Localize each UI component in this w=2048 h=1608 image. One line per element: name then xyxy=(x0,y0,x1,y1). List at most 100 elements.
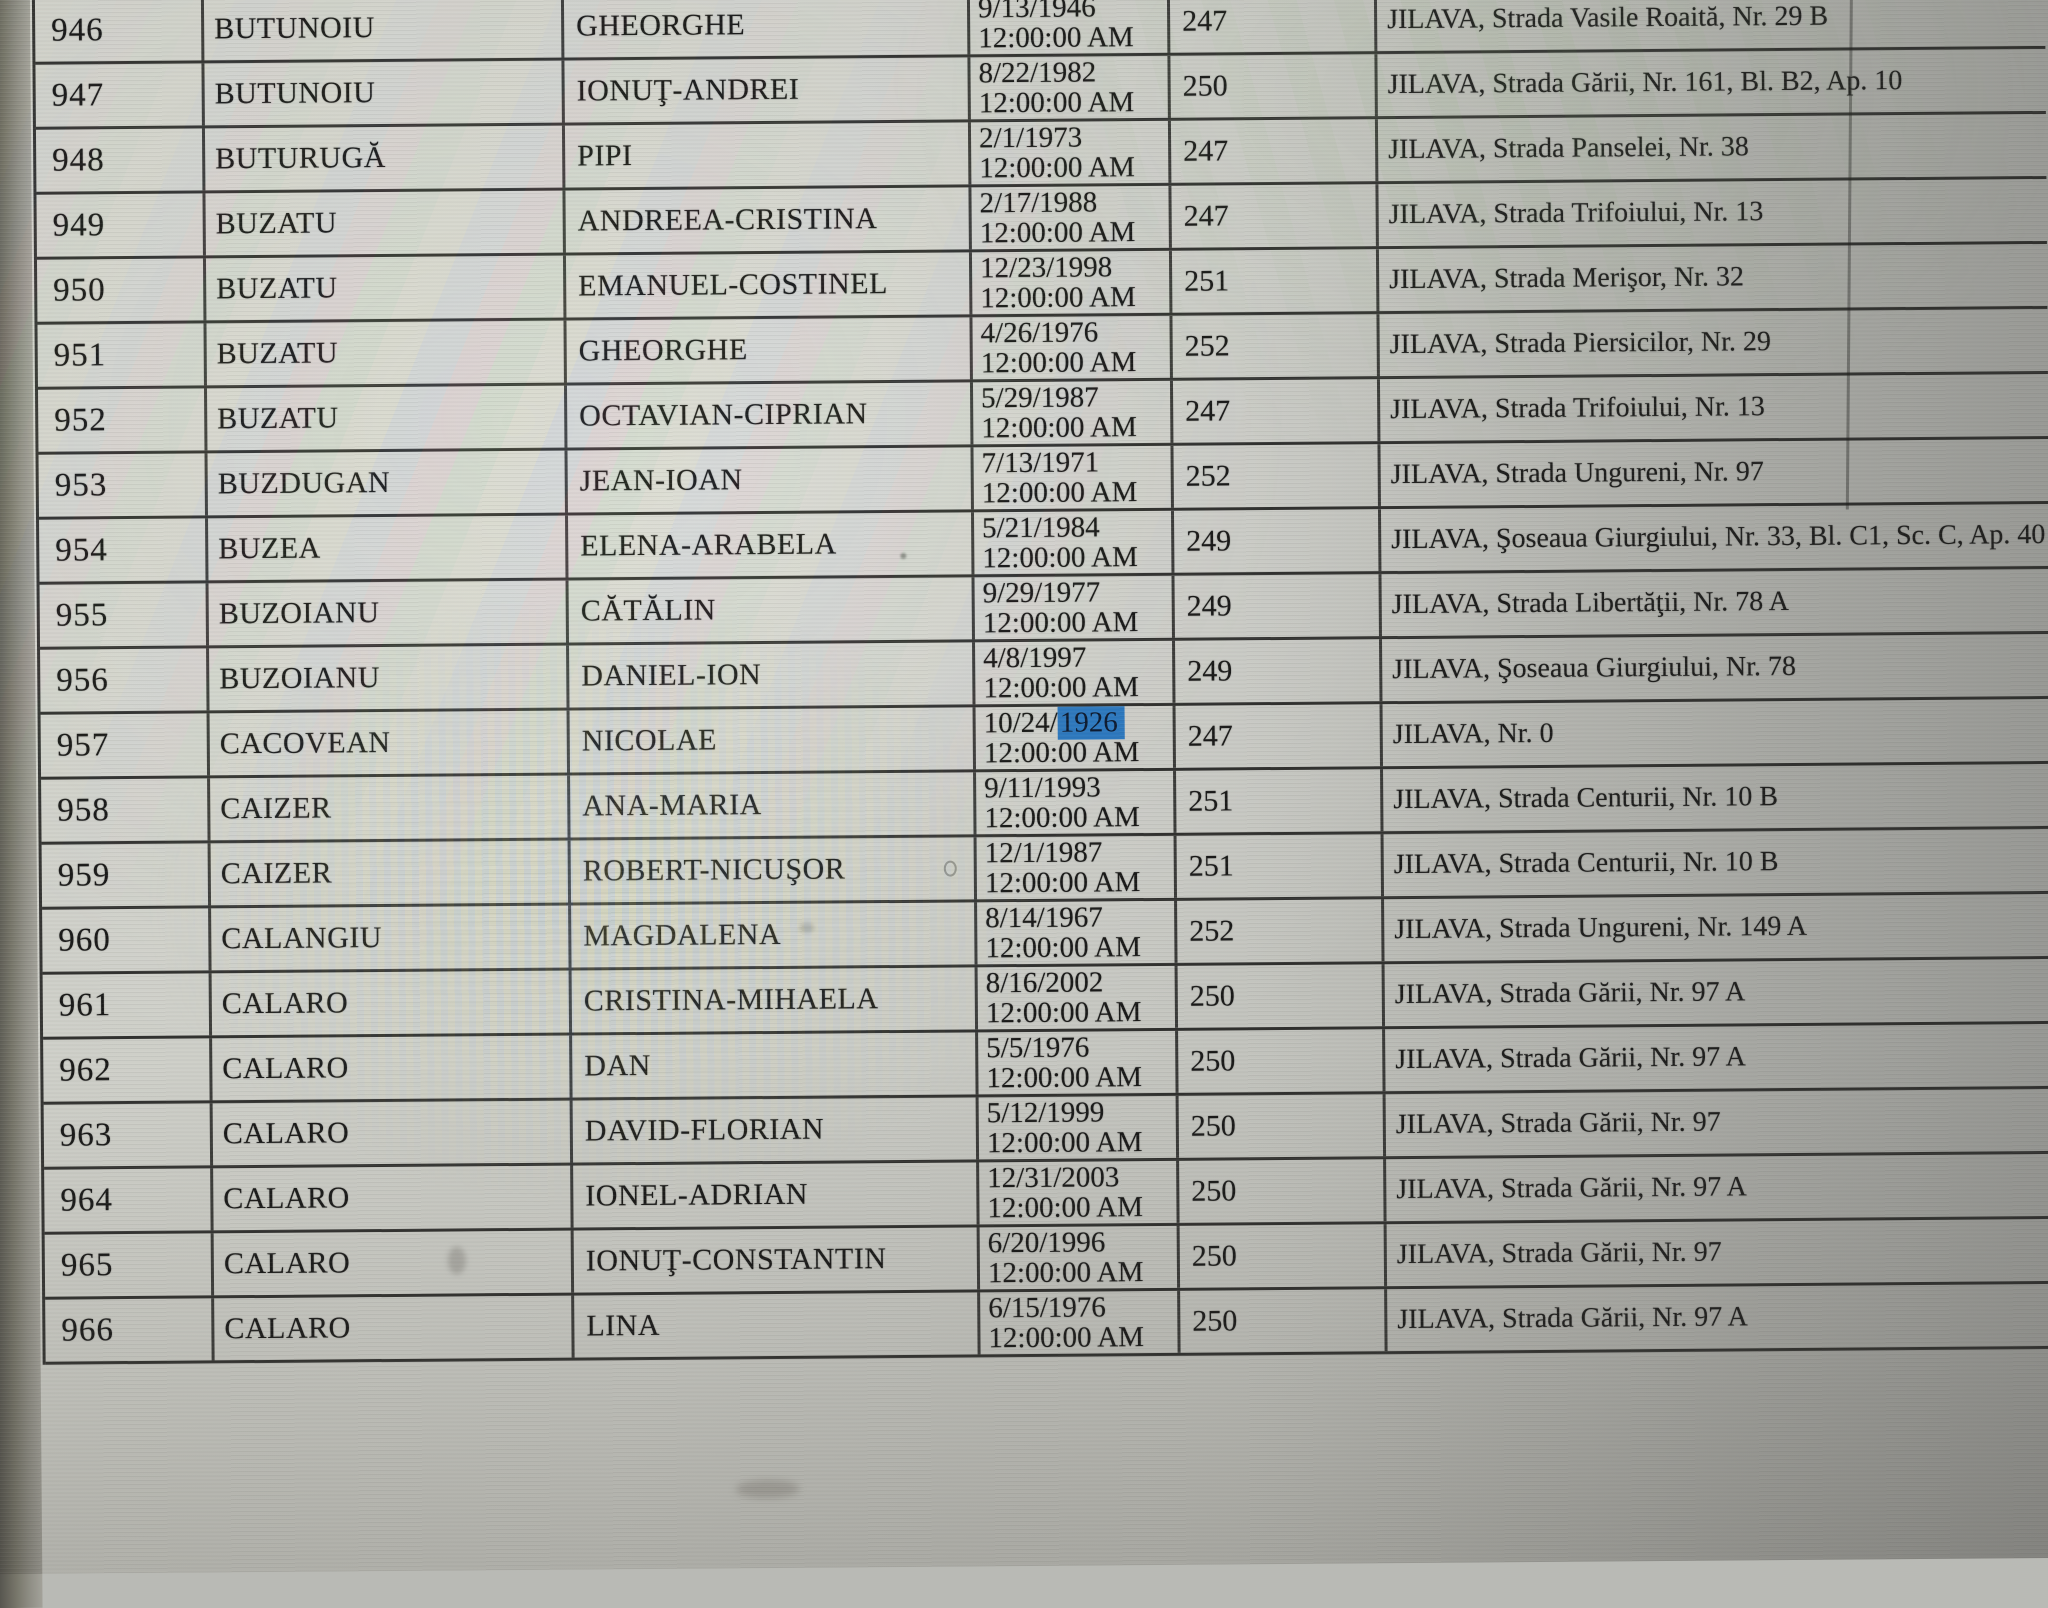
row-number-cell[interactable]: 950 xyxy=(36,258,207,322)
first-name-cell[interactable]: GHEORGHE xyxy=(563,0,971,58)
first-name-cell[interactable]: CĂTĂLIN xyxy=(568,577,975,643)
address-cell[interactable]: JILAVA, Strada Gării, Nr. 97 A xyxy=(1395,1041,1746,1076)
code-cell[interactable]: 252 xyxy=(1177,899,1385,963)
first-name-cell[interactable]: IONEL-ADRIAN xyxy=(573,1162,980,1228)
last-name-cell[interactable]: CALARO xyxy=(211,970,573,1036)
birth-date-cell[interactable]: 5/29/1987 12:00:00 AM xyxy=(972,380,1174,445)
birth-date-cell[interactable]: 9/13/1946 12:00:00 AM xyxy=(969,0,1171,55)
row-number-cell[interactable]: 963 xyxy=(43,1103,214,1167)
code-cell[interactable]: 247 xyxy=(1175,704,1383,768)
last-name-cell[interactable]: BUZATU xyxy=(206,385,568,451)
birth-date-cell[interactable]: 4/8/1997 12:00:00 AM xyxy=(975,640,1176,705)
code-cell[interactable]: 251 xyxy=(1176,769,1384,833)
first-name-cell[interactable]: DAVID-FLORIAN xyxy=(572,1097,980,1163)
address-cell[interactable]: JILAVA, Strada Trifoiului, Nr. 13 xyxy=(1388,196,1764,231)
code-cell[interactable]: 250 xyxy=(1178,1029,1386,1093)
last-name-cell[interactable]: BUZEA xyxy=(208,515,569,581)
row-number-cell[interactable]: 965 xyxy=(44,1233,215,1297)
last-name-cell[interactable]: BUZOIANU xyxy=(208,580,570,646)
code-cell[interactable]: 249 xyxy=(1173,509,1382,573)
code-cell[interactable]: 251 xyxy=(1176,834,1385,898)
last-name-cell[interactable]: CAIZER xyxy=(210,775,571,841)
row-number-cell[interactable]: 962 xyxy=(43,1038,213,1102)
selected-text-highlight[interactable]: 1926 xyxy=(1057,706,1125,740)
address-cell[interactable]: JILAVA, Strada Gării, Nr. 97 A xyxy=(1397,1301,1748,1336)
address-cell[interactable]: JILAVA, Strada Trifoiului, Nr. 13 xyxy=(1390,391,1765,426)
first-name-cell[interactable]: IONUŢ-ANDREI xyxy=(564,57,971,123)
address-cell[interactable]: JILAVA, Strada Gării, Nr. 97 A xyxy=(1396,1171,1747,1206)
birth-date-cell[interactable]: 12/31/2003 12:00:00 AM xyxy=(979,1160,1180,1225)
last-name-cell[interactable]: BUTURUGĂ xyxy=(204,125,566,191)
birth-date-cell[interactable]: 5/5/1976 12:00:00 AM xyxy=(978,1030,1179,1095)
address-cell[interactable]: JILAVA, Strada Ungureni, Nr. 149 A xyxy=(1394,910,1808,946)
address-cell[interactable]: JILAVA, Şoseaua Giurgiului, Nr. 78 xyxy=(1392,650,1797,686)
code-cell[interactable]: 247 xyxy=(1170,119,1379,183)
birth-date-cell[interactable]: 8/22/1982 12:00:00 AM xyxy=(970,55,1171,120)
code-cell[interactable]: 247 xyxy=(1171,184,1379,248)
first-name-cell[interactable]: IONUŢ-CONSTANTIN xyxy=(573,1227,981,1293)
first-name-cell[interactable]: ELENA-ARABELA xyxy=(568,512,975,578)
last-name-cell[interactable]: CALARO xyxy=(212,1035,573,1101)
row-number-cell[interactable]: 948 xyxy=(35,128,206,192)
address-cell[interactable]: JILAVA, Strada Merişor, Nr. 32 xyxy=(1389,261,1745,296)
first-name-cell[interactable]: ANA-MARIA xyxy=(570,772,977,838)
first-name-cell[interactable]: DANIEL-ION xyxy=(569,642,976,708)
row-number-cell[interactable]: 958 xyxy=(41,778,211,842)
birth-date-cell[interactable]: 7/13/1971 12:00:00 AM xyxy=(973,445,1174,510)
first-name-cell[interactable]: OCTAVIAN-CIPRIAN xyxy=(566,382,974,448)
code-cell[interactable]: 249 xyxy=(1174,574,1382,638)
address-cell[interactable]: JILAVA, Strada Gării, Nr. 161, Bl. B2, A… xyxy=(1387,65,1903,101)
row-number-cell[interactable]: 949 xyxy=(36,193,206,257)
first-name-cell[interactable]: LINA xyxy=(574,1292,981,1358)
birth-date-cell[interactable]: 5/21/1984 12:00:00 AM xyxy=(973,510,1175,575)
address-cell[interactable]: JILAVA, Strada Centurii, Nr. 10 B xyxy=(1393,846,1779,881)
code-cell[interactable]: 250 xyxy=(1180,1289,1388,1353)
first-name-cell[interactable]: MAGDALENA xyxy=(571,902,978,968)
address-cell[interactable]: JILAVA, Strada Gării, Nr. 97 xyxy=(1396,1236,1722,1271)
row-number-cell[interactable]: 955 xyxy=(39,583,210,647)
first-name-cell[interactable]: ROBERT-NICUŞOR xyxy=(570,837,978,903)
last-name-cell[interactable]: CALARO xyxy=(212,1100,574,1166)
first-name-cell[interactable]: PIPI xyxy=(564,122,972,188)
code-cell[interactable]: 252 xyxy=(1172,314,1380,378)
last-name-cell[interactable]: BUZATU xyxy=(205,255,567,321)
first-name-cell[interactable]: ANDREEA-CRISTINA xyxy=(565,187,972,253)
code-cell[interactable]: 247 xyxy=(1169,0,1378,53)
row-number-cell[interactable]: 951 xyxy=(37,323,207,387)
code-cell[interactable]: 250 xyxy=(1179,1224,1388,1288)
code-cell[interactable]: 250 xyxy=(1178,1094,1387,1158)
code-cell[interactable]: 247 xyxy=(1172,379,1381,443)
birth-date-cell[interactable]: 12/23/1998 12:00:00 AM xyxy=(971,250,1173,315)
row-number-cell[interactable]: 957 xyxy=(40,713,211,777)
last-name-cell[interactable]: CALARO xyxy=(214,1295,575,1361)
address-cell[interactable]: JILAVA, Strada Centurii, Nr. 10 B xyxy=(1393,781,1779,816)
last-name-cell[interactable]: CALARO xyxy=(213,1165,574,1231)
row-number-cell[interactable]: 953 xyxy=(38,453,208,517)
first-name-cell[interactable]: GHEORGHE xyxy=(566,317,973,383)
address-cell[interactable]: JILAVA, Strada Vasile Roaită, Nr. 29 B xyxy=(1387,0,1829,36)
birth-date-cell[interactable]: 8/14/1967 12:00:00 AM xyxy=(977,900,1178,965)
first-name-cell[interactable]: EMANUEL-COSTINEL xyxy=(565,252,973,318)
birth-date-cell[interactable]: 9/11/1993 12:00:00 AM xyxy=(976,770,1177,835)
address-cell[interactable]: JILAVA, Şoseaua Giurgiului, Nr. 33, Bl. … xyxy=(1391,518,2046,556)
address-cell[interactable]: JILAVA, Strada Ungureni, Nr. 97 xyxy=(1390,456,1764,491)
row-number-cell[interactable]: 960 xyxy=(42,908,212,972)
birth-date-cell[interactable]: 6/20/1996 12:00:00 AM xyxy=(979,1225,1181,1290)
last-name-cell[interactable]: BUTUNOIU xyxy=(204,60,565,126)
last-name-cell[interactable]: CACOVEAN xyxy=(209,710,571,776)
last-name-cell[interactable]: BUZOIANU xyxy=(209,645,570,711)
code-cell[interactable]: 249 xyxy=(1175,639,1383,703)
birth-date-cell[interactable]: 2/1/1973 12:00:00 AM xyxy=(970,120,1172,185)
code-cell[interactable]: 252 xyxy=(1173,444,1381,508)
birth-date-cell[interactable]: 5/12/1999 12:00:00 AM xyxy=(978,1095,1180,1160)
address-cell[interactable]: JILAVA, Nr. 0 xyxy=(1392,717,1554,751)
first-name-cell[interactable]: JEAN-IOAN xyxy=(567,447,974,513)
address-cell[interactable]: JILAVA, Strada Gării, Nr. 97 A xyxy=(1394,976,1746,1011)
birth-date-cell[interactable]: 6/15/1976 12:00:00 AM xyxy=(980,1290,1181,1355)
code-cell[interactable]: 251 xyxy=(1171,249,1380,313)
code-cell[interactable]: 250 xyxy=(1177,964,1386,1028)
last-name-cell[interactable]: BUZATU xyxy=(206,320,567,386)
birth-date-cell[interactable]: 8/16/2002 12:00:00 AM xyxy=(977,965,1179,1030)
last-name-cell[interactable]: BUZDUGAN xyxy=(207,450,568,516)
code-cell[interactable]: 250 xyxy=(1179,1159,1387,1223)
